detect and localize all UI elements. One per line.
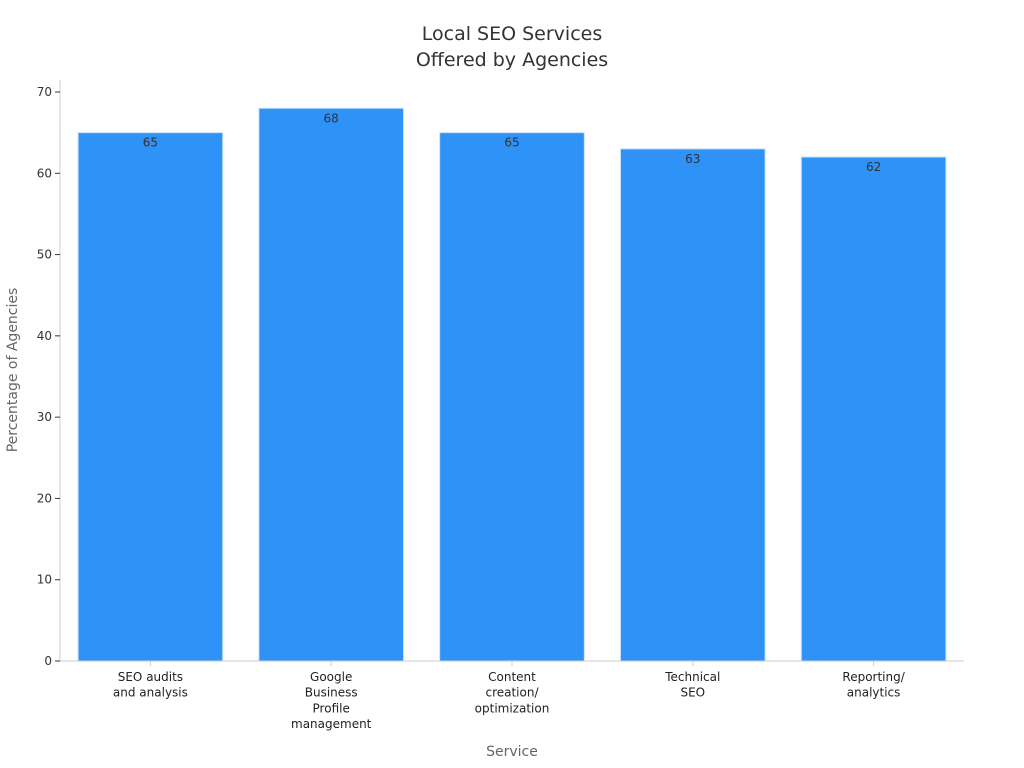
y-tick-label-5: 50 [37,248,52,262]
y-tick-label-7: 70 [37,85,52,99]
x-tick-label-0: SEO audits and analysis [113,670,188,700]
bar-value-label-2: 65 [504,136,519,150]
x-tick-label-4: Reporting/analytics [842,670,905,700]
bar-value-label-4: 62 [866,160,881,174]
bar-3 [619,148,766,662]
y-tick-label-4: 40 [37,329,52,343]
bars-group [77,107,947,662]
bar-value-label-0: 65 [143,136,158,150]
x-tick-label-1: Google Business Profile management [291,670,372,731]
y-tick-label-3: 30 [37,410,52,424]
y-tick-label-2: 20 [37,491,52,505]
bar-1 [258,107,405,662]
bar-4 [800,156,947,662]
y-tick-label-0: 0 [44,654,52,668]
bar-0 [77,132,224,662]
bar-value-label-3: 63 [685,152,700,166]
y-tick-label-6: 60 [37,166,52,180]
x-tick-label-3: Technical SEO [664,670,720,700]
x-ticks-group: SEO audits and analysis Google Business Prof… [113,661,906,731]
x-tick-label-2: Content creation/optimization [475,670,550,715]
y-tick-label-1: 10 [37,573,52,587]
bar-value-label-1: 68 [324,111,339,125]
chart-title-line-2: Offered by Agencies [416,49,608,71]
y-axis-title: Percentage of Agencies [5,288,21,453]
x-axis-title: Service [486,744,538,760]
y-ticks-group: 0 10 20 30 40 50 60 70 [37,85,60,668]
bar-labels-group: 65 68 65 63 62 [143,111,881,174]
chart-title-line-1: Local SEO Services [422,23,602,45]
bar-2 [439,132,585,662]
